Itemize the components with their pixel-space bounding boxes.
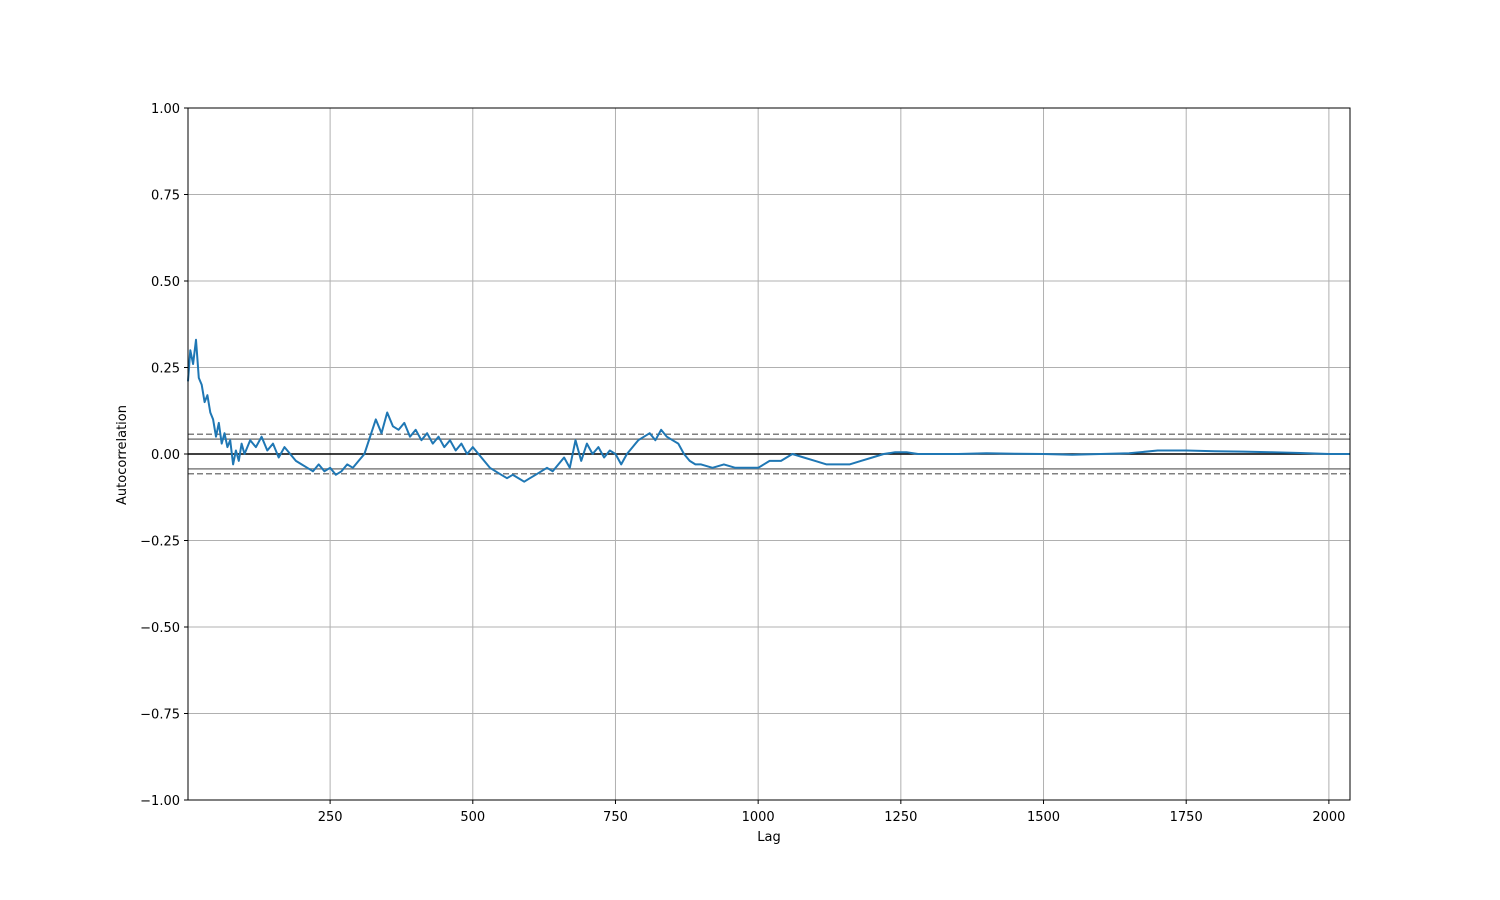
- reference-lines: [188, 433, 1350, 475]
- x-tick-label: 500: [460, 810, 485, 825]
- y-axis: 1.00 0.75 0.50 0.25 0.00 −0.25 −0.50 −0.75 −1.00: [140, 102, 188, 809]
- x-axis: 250 500 750 1000 1250 1500 1750 2000: [318, 800, 1345, 825]
- x-tick-label: 1750: [1170, 810, 1203, 825]
- y-tick-label: 0.25: [151, 362, 180, 377]
- y-tick-label: −0.50: [140, 621, 180, 636]
- y-tick-label: 0.50: [151, 275, 180, 290]
- y-tick-label: 0.75: [151, 189, 180, 204]
- y-tick-label: 0.00: [151, 448, 180, 463]
- y-axis-label: Autocorrelation: [115, 405, 130, 505]
- x-tick-label: 250: [318, 810, 343, 825]
- y-tick-label: −1.00: [140, 794, 180, 809]
- x-tick-label: 2000: [1312, 810, 1345, 825]
- y-tick-label: −0.75: [140, 708, 180, 723]
- y-tick-label: −0.25: [140, 535, 180, 550]
- x-axis-label: Lag: [757, 830, 780, 845]
- x-tick-label: 1500: [1027, 810, 1060, 825]
- autocorrelation-series-line: [187, 338, 1350, 483]
- series-layer: [187, 338, 1350, 483]
- y-tick-label: 1.00: [151, 102, 180, 117]
- x-tick-label: 1000: [742, 810, 775, 825]
- x-tick-label: 750: [603, 810, 628, 825]
- x-tick-label: 1250: [884, 810, 917, 825]
